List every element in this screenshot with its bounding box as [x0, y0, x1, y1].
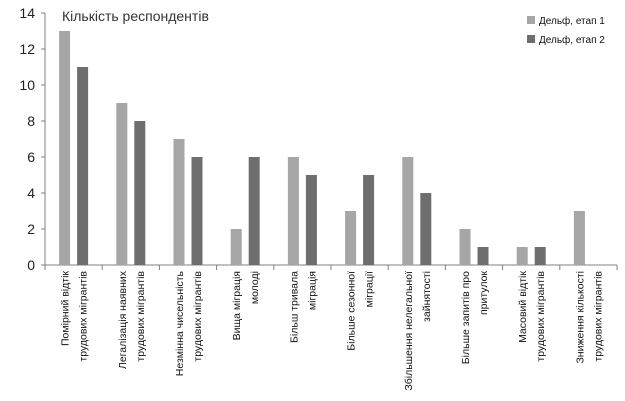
bar-stage2: [191, 157, 203, 265]
bar-stage1: [573, 211, 585, 265]
x-tick-label: Масовий відтік: [517, 271, 529, 343]
x-tick-label: Зниження кількості: [574, 271, 586, 364]
bar-stage1: [116, 103, 128, 265]
bar-stage1: [230, 229, 242, 265]
bar-stage2: [363, 175, 375, 265]
y-tick-label: 2: [27, 221, 35, 237]
legend-swatch: [527, 16, 535, 24]
x-tick-label: зайнятості: [421, 271, 433, 322]
bar-stage1: [516, 247, 528, 265]
x-tick-label: міграції: [364, 271, 376, 307]
x-tick-label: Більш тривала: [288, 271, 300, 343]
x-tick-label: трудових мігрантів: [592, 271, 604, 362]
bar-stage1: [59, 31, 71, 265]
bar-stage1: [173, 139, 185, 265]
axes: 0 2 4 6 8 10 12 14: [19, 5, 618, 273]
x-tick-label: Вища міграція: [231, 271, 243, 340]
x-tick-label: трудових мігрантів: [78, 271, 90, 362]
y-tick-label: 14: [19, 5, 35, 21]
bar-stage1: [402, 157, 414, 265]
bar-stage2: [477, 247, 489, 265]
legend-swatch: [527, 35, 535, 43]
bar-stage2: [77, 67, 89, 265]
y-tick-label: 6: [27, 149, 35, 165]
y-tick-label: 4: [27, 185, 35, 201]
x-tick-label: трудових мігрантів: [135, 271, 147, 362]
y-tick-label: 12: [19, 41, 35, 57]
bar-stage2: [305, 175, 317, 265]
x-tick-label: Більше сезонної: [346, 271, 358, 351]
x-tick-label: Незмінна чисельність: [174, 270, 186, 376]
legend-label: Дельф, етап 1: [539, 15, 605, 27]
bar-stage2: [248, 157, 260, 265]
chart-title: Кількість респондентів: [62, 8, 209, 24]
x-tick-labels: Помірний відтік трудових мігрантів Легаліз…: [60, 270, 605, 390]
x-tick-label: Збільшення нелегальної: [403, 271, 415, 391]
x-tick-label: притулок: [478, 271, 490, 315]
legend-label: Дельф, етап 2: [539, 34, 605, 46]
legend: Дельф, етап 1 Дельф, етап 2: [527, 15, 605, 46]
bar-stage1: [287, 157, 299, 265]
y-tick-label: 8: [27, 113, 35, 129]
x-tick-label: трудових мігрантів: [535, 271, 547, 362]
bar-stage1: [345, 211, 357, 265]
bar-stage2: [420, 193, 432, 265]
x-tick-label: молоді: [249, 271, 261, 304]
x-tick-label: міграція: [306, 271, 318, 310]
x-tick-label: Легалізація наявних: [117, 270, 129, 369]
y-tick-label: 10: [19, 77, 35, 93]
bars: [59, 31, 585, 265]
x-tick-label: трудових мігрантів: [192, 271, 204, 362]
bar-stage1: [459, 229, 471, 265]
x-tick-label: Більше запитів про: [460, 271, 472, 364]
bar-stage2: [534, 247, 546, 265]
x-tick-label: Помірний відтік: [60, 271, 72, 346]
bar-stage2: [134, 121, 146, 265]
y-tick-label: 0: [27, 257, 35, 273]
